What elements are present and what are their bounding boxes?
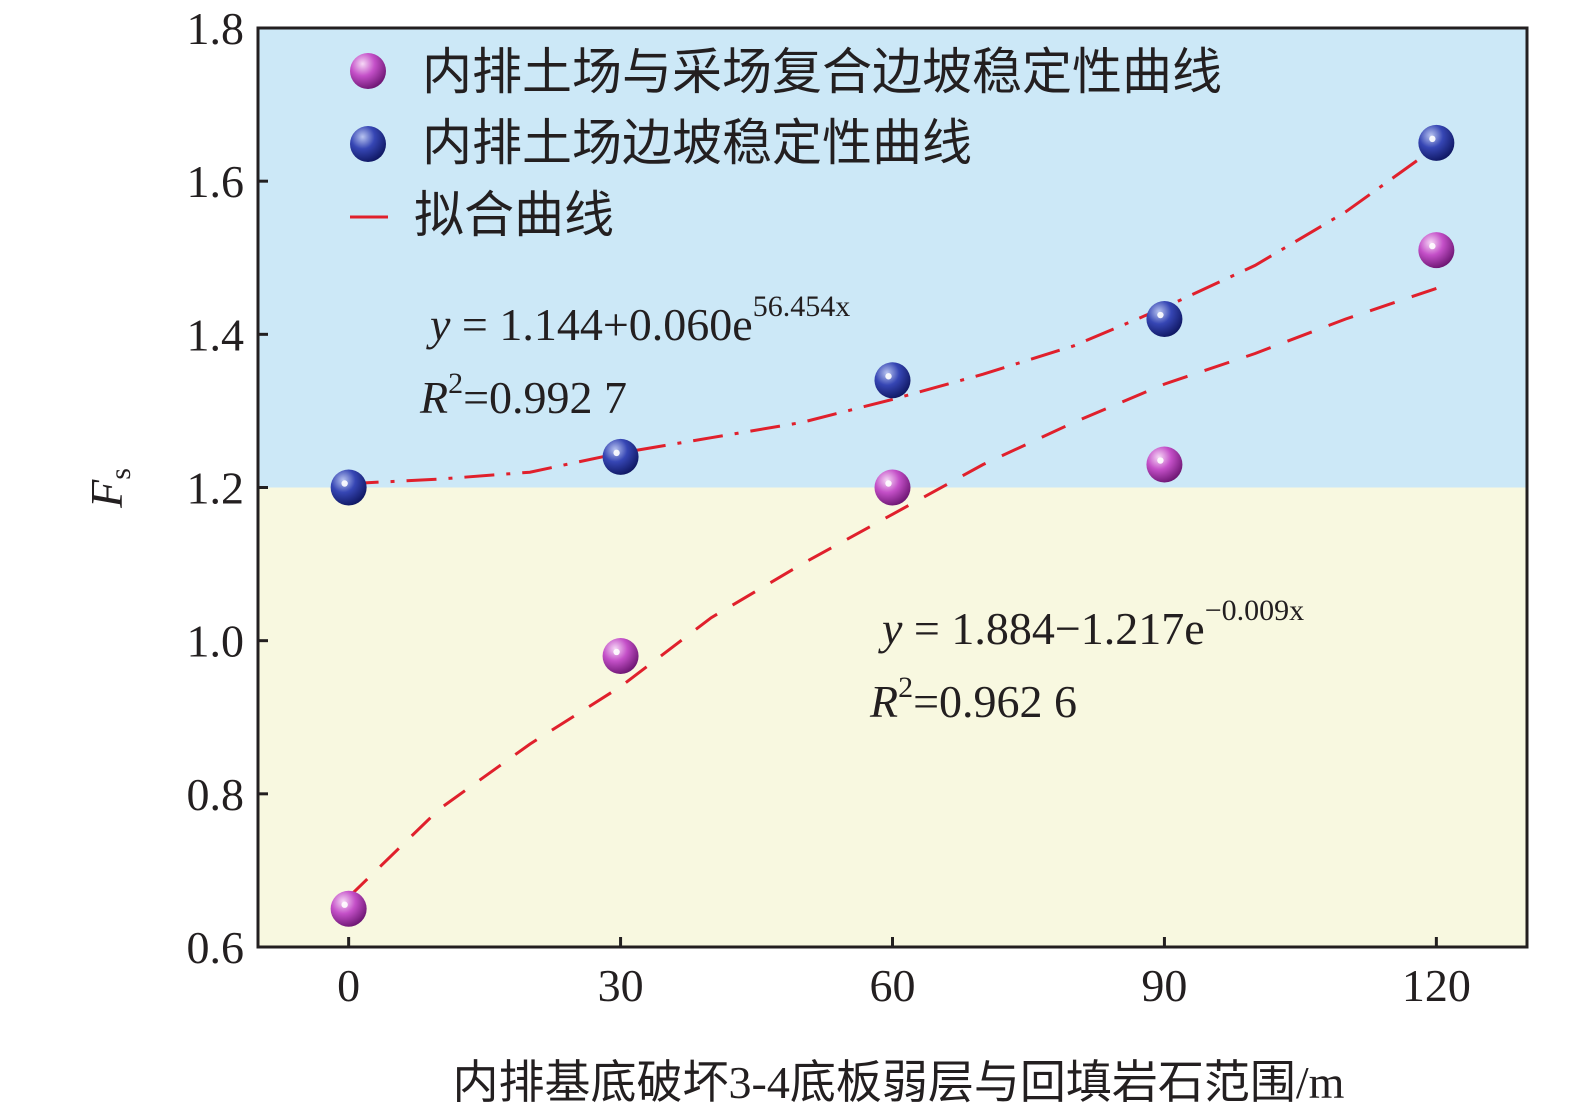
data-point-series-1 <box>330 469 367 506</box>
y-tick-label: 1.6 <box>187 156 245 207</box>
x-axis-label: 内排基底破坏3-4底板弱层与回填岩石范围/m <box>453 1057 1345 1108</box>
fit-equation-lower: y = 1.884−1.217e−0.009x <box>878 594 1304 654</box>
legend-label-composite-slope: 内排土场与采场复合边坡稳定性曲线 <box>422 44 1222 100</box>
background-band-0 <box>258 28 1527 488</box>
fit-r2-upper: R2=0.992 7 <box>419 367 627 423</box>
legend-label-dump-slope: 内排土场边坡稳定性曲线 <box>422 115 972 171</box>
data-point-series-1 <box>1418 124 1455 161</box>
legend: 内排土场与采场复合边坡稳定性曲线 内排土场边坡稳定性曲线 拟合曲线 <box>350 44 1222 243</box>
x-tick-label: 60 <box>870 960 916 1011</box>
data-point-series-0 <box>1146 446 1183 483</box>
data-point-series-0 <box>602 637 639 674</box>
y-tick-label: 1.0 <box>187 616 245 667</box>
data-point-series-1 <box>874 362 911 399</box>
data-points <box>330 124 1455 927</box>
legend-label-fit-curve: 拟合曲线 <box>414 187 614 243</box>
fit-curve-dump-slope <box>348 145 1438 486</box>
y-tick-label: 0.8 <box>187 769 245 820</box>
legend-marker-composite-slope <box>350 53 386 89</box>
fit-lines <box>347 145 1438 899</box>
legend-marker-dump-slope <box>350 126 386 162</box>
y-axis-label-main: F <box>81 479 132 509</box>
y-tick-label: 1.4 <box>187 309 245 360</box>
background-band-1 <box>258 487 1527 947</box>
y-tick-label: 0.6 <box>187 922 245 973</box>
axis-ticks: 0 30 60 90 120 0.6 0.8 1.0 1.2 1.4 1.6 1.8 <box>187 3 1471 1011</box>
fit-r2-lower: R2=0.962 6 <box>869 671 1077 727</box>
data-point-series-0 <box>330 890 367 927</box>
x-tick-label: 30 <box>598 960 644 1011</box>
data-point-series-0 <box>874 469 911 506</box>
background-bands <box>258 28 1527 947</box>
y-tick-label: 1.2 <box>187 463 245 514</box>
fit-curve-composite-slope <box>347 286 1437 899</box>
x-tick-label: 120 <box>1402 960 1471 1011</box>
y-axis-label-sub: s <box>104 468 137 480</box>
data-point-series-1 <box>1146 301 1183 338</box>
fit-equation-upper: y = 1.144+0.060e56.454x <box>426 290 850 350</box>
x-tick-label: 0 <box>337 960 360 1011</box>
x-tick-label: 90 <box>1141 960 1187 1011</box>
y-tick-label: 1.8 <box>187 3 245 54</box>
y-axis-label: Fs <box>81 468 137 509</box>
data-point-series-1 <box>602 438 639 475</box>
data-point-series-0 <box>1418 232 1455 269</box>
